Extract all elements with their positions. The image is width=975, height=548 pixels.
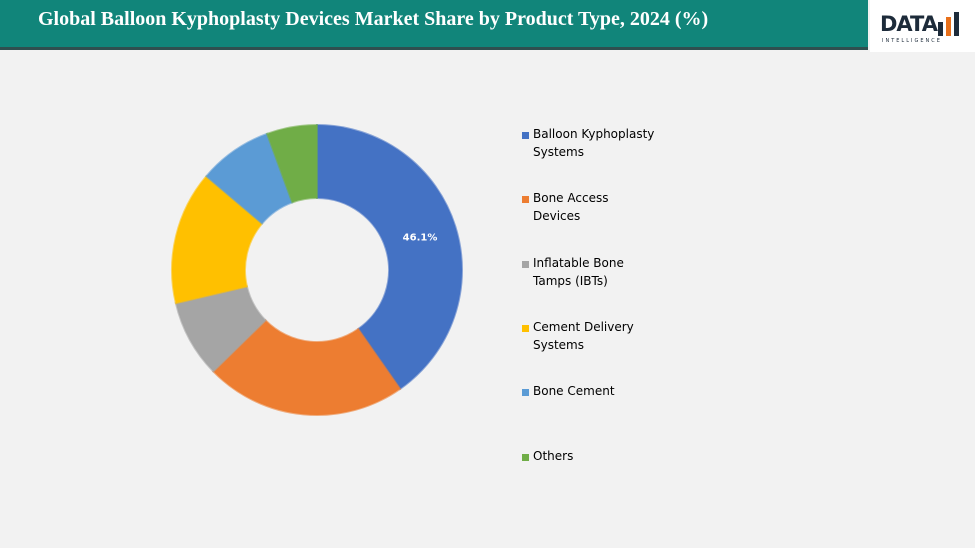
donut-slice — [211, 318, 402, 416]
chart-title: Global Balloon Kyphoplasty Devices Marke… — [38, 8, 709, 30]
legend-item: Cement Delivery Systems — [522, 319, 682, 354]
chart: 46.1% — [171, 123, 463, 416]
logo-text: DATA — [880, 12, 938, 36]
legend-item: Others — [522, 448, 682, 465]
legend-label: Inflatable Bone Tamps (IBTs) — [533, 255, 624, 288]
legend-swatch — [522, 196, 529, 204]
donut-slice — [316, 123, 463, 391]
logo: DATA INTELLIGENCE — [870, 0, 975, 52]
donut-slice — [265, 123, 318, 204]
legend-swatch — [522, 260, 529, 268]
data-label: 46.1% — [403, 233, 438, 244]
legend-label: Bone Cement — [533, 384, 615, 399]
header: Global Balloon Kyphoplasty Devices Marke… — [0, 0, 868, 50]
legend-item: Bone Cement — [522, 384, 682, 400]
legend-swatch — [522, 453, 529, 461]
logo-subtext: INTELLIGENCE — [882, 38, 942, 44]
legend-label: Balloon Kyphoplasty Systems — [533, 127, 655, 159]
legend-swatch — [522, 324, 529, 332]
legend-item: Balloon Kyphoplasty Systems — [522, 127, 682, 161]
legend-swatch — [522, 389, 529, 397]
legend-label: Others — [533, 448, 574, 463]
legend-item: Bone Access Devices — [522, 191, 682, 225]
logo-bars — [938, 12, 959, 36]
legend-swatch — [522, 132, 529, 139]
legend-label: Bone Access Devices — [533, 191, 609, 224]
legend-item: Inflatable Bone Tamps (IBTs) — [522, 255, 682, 290]
legend-label: Cement Delivery Systems — [533, 319, 634, 352]
